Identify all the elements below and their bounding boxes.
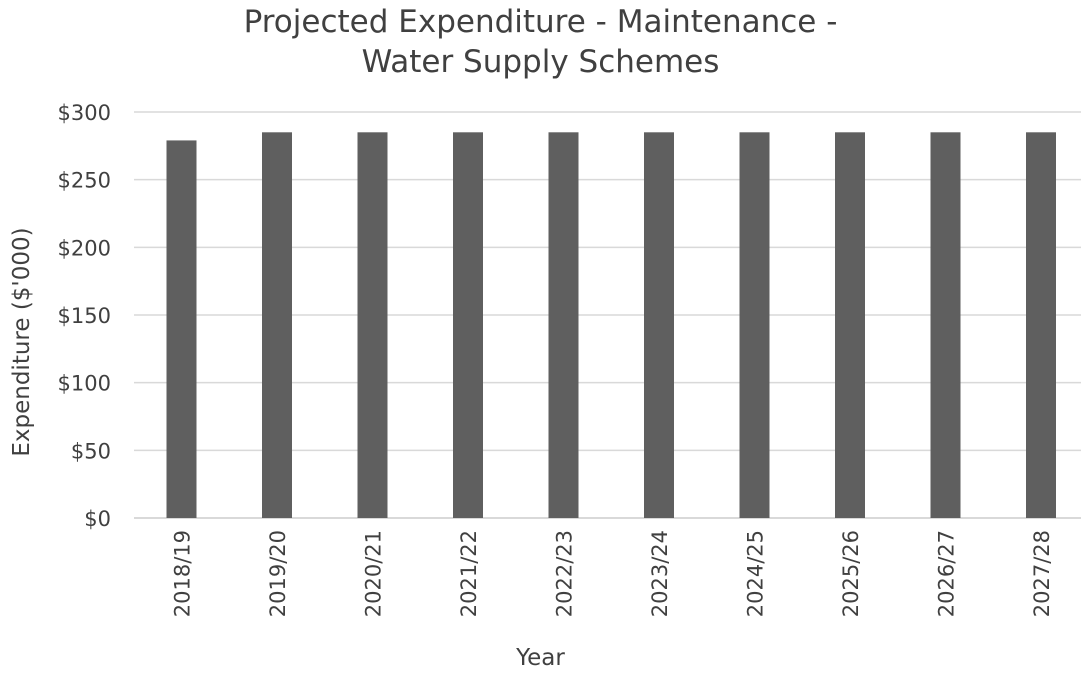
x-axis-label: Year	[516, 645, 565, 671]
y-tick-label: $0	[84, 507, 111, 531]
x-tick-label: 2025/26	[839, 530, 863, 617]
y-tick-label: $250	[58, 169, 111, 193]
bar	[739, 132, 770, 519]
x-tick-label: 2022/23	[553, 530, 577, 617]
bar	[166, 140, 197, 519]
x-tick-label: 2023/24	[648, 530, 672, 617]
y-tick-label: $100	[58, 372, 111, 396]
bar	[835, 132, 865, 519]
x-tick-label: 2019/20	[266, 530, 290, 617]
bar	[644, 132, 674, 519]
bar	[548, 132, 579, 519]
y-tick-label: $150	[58, 304, 111, 328]
y-tick-label: $300	[58, 101, 111, 125]
x-tick-label: 2021/22	[457, 530, 481, 617]
x-tick-label: 2026/27	[935, 530, 959, 617]
chart-title-line-1: Projected Expenditure - Maintenance -	[243, 4, 838, 40]
x-tick-label: 2024/25	[744, 530, 768, 617]
bar	[453, 132, 483, 519]
bar	[262, 132, 292, 519]
bar	[930, 132, 961, 519]
bar	[357, 132, 388, 519]
bar	[1026, 132, 1056, 519]
y-tick-label: $200	[58, 236, 111, 260]
y-tick-label: $50	[71, 439, 111, 463]
x-tick-label: 2020/21	[362, 530, 386, 617]
chart-title-line-2: Water Supply Schemes	[361, 44, 720, 80]
x-tick-label: 2018/19	[171, 530, 195, 617]
x-tick-label: 2027/28	[1030, 530, 1054, 617]
